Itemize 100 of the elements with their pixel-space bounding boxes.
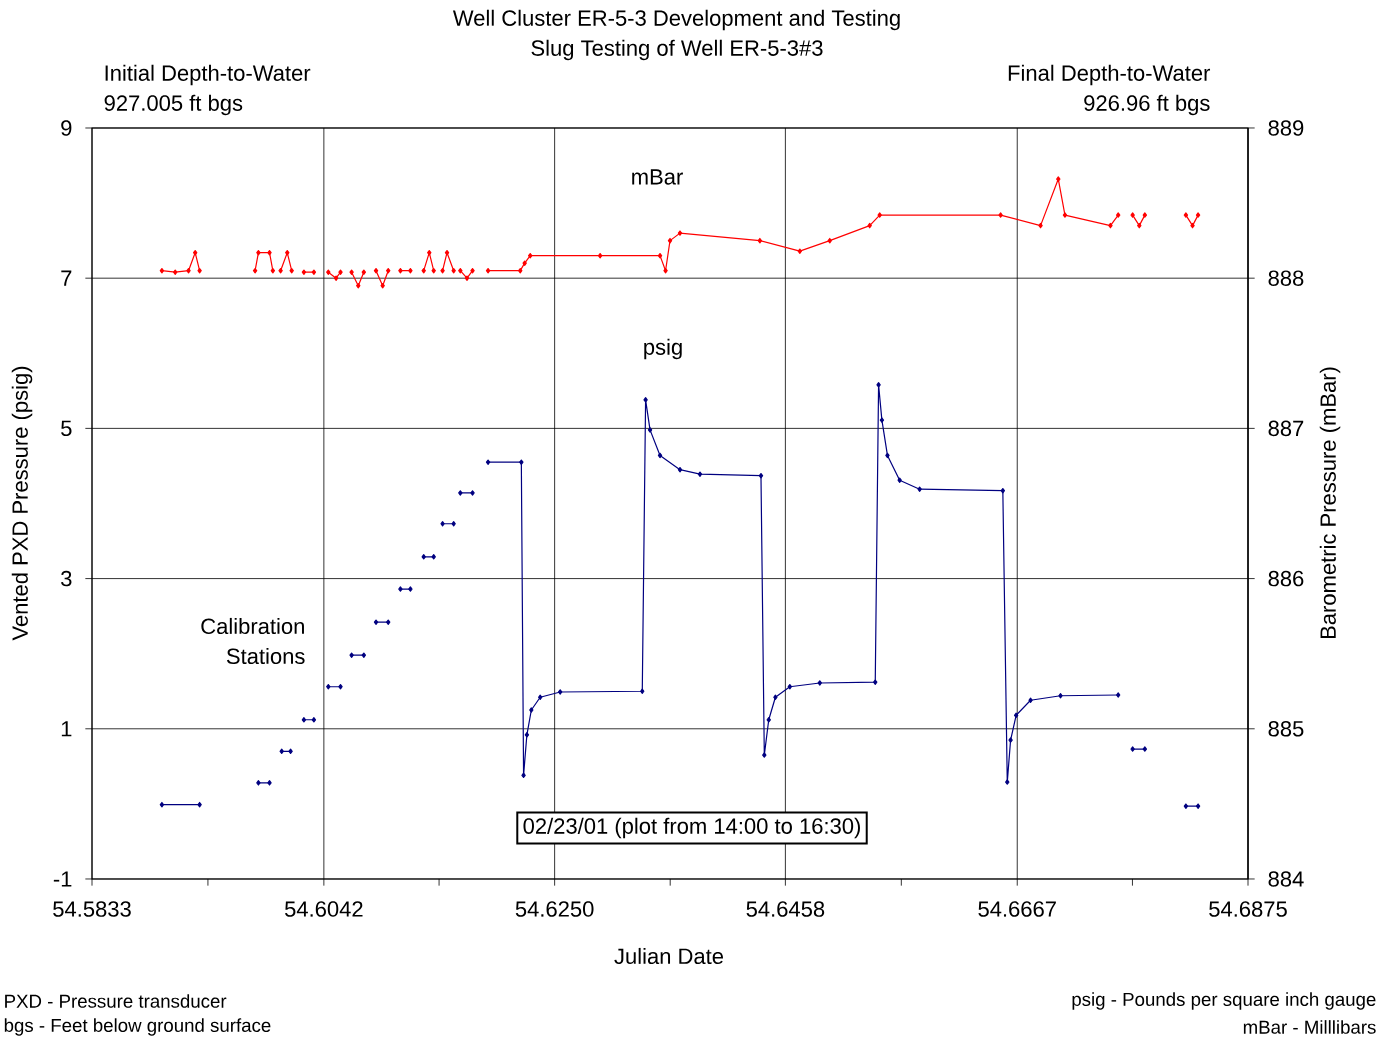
point — [528, 252, 533, 259]
text: psig - Pounds per square inch gauge — [1072, 992, 1376, 1010]
point — [643, 397, 648, 403]
point — [773, 694, 778, 700]
point — [1038, 222, 1043, 229]
point — [333, 275, 339, 281]
text: mBar — [632, 169, 683, 185]
point — [519, 459, 524, 465]
point — [762, 752, 767, 758]
point — [440, 267, 445, 274]
point — [1183, 803, 1189, 809]
point — [311, 269, 317, 275]
point — [1130, 212, 1135, 218]
point — [1130, 746, 1135, 752]
point — [1116, 212, 1121, 218]
point — [278, 267, 283, 274]
point — [289, 267, 294, 274]
point — [279, 748, 284, 755]
point — [998, 212, 1003, 218]
point — [451, 267, 456, 274]
point — [663, 267, 668, 274]
point — [1137, 222, 1142, 229]
point — [817, 680, 822, 686]
point — [877, 212, 882, 218]
point — [766, 717, 771, 723]
x-tick-label: 54.6458 — [746, 901, 825, 917]
point — [197, 801, 202, 808]
y-tick-label: 3 — [61, 570, 72, 587]
point — [521, 772, 526, 779]
point — [697, 471, 703, 477]
point — [1116, 692, 1121, 698]
point — [873, 679, 878, 685]
y2-tick-label: 888 — [1268, 270, 1304, 286]
point — [301, 269, 307, 275]
point — [386, 267, 391, 274]
point — [640, 688, 645, 694]
point — [256, 780, 261, 786]
point — [159, 267, 165, 274]
point — [349, 652, 354, 658]
point — [485, 267, 491, 274]
point — [1062, 212, 1068, 218]
point — [431, 554, 436, 560]
point — [524, 732, 530, 738]
x-tick-label: 54.6042 — [284, 901, 363, 917]
point — [338, 684, 343, 690]
x-tick-label: 54.6667 — [978, 901, 1056, 917]
point — [398, 267, 403, 274]
point — [1142, 746, 1148, 752]
point — [1008, 737, 1013, 743]
annotation: Stations — [226, 647, 305, 665]
point — [252, 267, 258, 274]
point — [470, 267, 475, 274]
point — [311, 717, 317, 723]
point — [173, 269, 178, 275]
point — [1195, 212, 1201, 218]
point — [522, 260, 527, 266]
point — [677, 466, 683, 473]
y-tick-label: 9 — [61, 120, 72, 136]
point — [285, 249, 290, 256]
text: 927.005 ft bgs — [104, 94, 243, 116]
annotation: 02/23/01 (plot from 14:00 to 16:30) — [523, 817, 860, 839]
point — [897, 477, 902, 483]
point — [677, 230, 683, 236]
point — [421, 554, 426, 560]
point — [757, 237, 763, 244]
point — [338, 269, 343, 275]
point — [885, 452, 890, 459]
point — [1108, 222, 1113, 229]
point — [470, 490, 475, 496]
point — [657, 452, 663, 459]
point — [464, 275, 470, 281]
point — [301, 717, 307, 723]
point — [1058, 693, 1063, 699]
point — [827, 237, 832, 244]
point — [267, 249, 272, 256]
text: Final Depth-to-Water — [1008, 64, 1211, 86]
point — [758, 472, 764, 479]
point — [380, 282, 385, 289]
point — [787, 684, 793, 690]
text: bgs - Feet below ground surface — [4, 1018, 271, 1036]
x-tick-label: 54.6875 — [1209, 901, 1287, 917]
point — [361, 269, 367, 275]
point — [597, 252, 603, 259]
point — [186, 267, 191, 274]
point — [1190, 222, 1195, 229]
point — [288, 748, 293, 755]
point — [444, 249, 450, 256]
point — [879, 417, 885, 423]
x-tick-label: 54.5833 — [53, 901, 131, 917]
point — [256, 249, 261, 256]
point — [386, 619, 391, 625]
chart-subtitle: Slug Testing of Well ER-5-3#3 — [531, 39, 823, 61]
point — [557, 689, 563, 695]
point — [1056, 176, 1061, 182]
point — [867, 222, 872, 229]
point — [398, 586, 403, 592]
point — [529, 707, 534, 713]
point — [876, 382, 881, 388]
y-tick-label: 7 — [61, 270, 72, 286]
point — [349, 269, 354, 275]
